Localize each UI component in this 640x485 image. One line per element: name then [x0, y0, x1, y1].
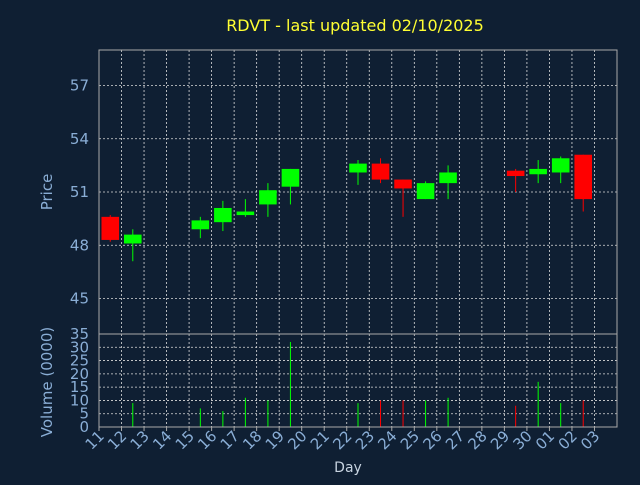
volume-bars — [132, 341, 584, 427]
candle-body — [259, 190, 277, 205]
candle-body — [394, 179, 412, 189]
grid — [99, 50, 617, 427]
price-tick-label: 54 — [70, 130, 89, 148]
x-tick-label: 03 — [577, 427, 603, 453]
candle-body — [506, 170, 525, 177]
price-tick-label: 45 — [70, 290, 89, 308]
volume-tick-label: 10 — [70, 391, 89, 409]
volume-tick-label: 35 — [70, 325, 89, 343]
candle-body — [349, 163, 367, 173]
price-tick-label: 51 — [70, 183, 89, 201]
candle-body — [123, 234, 142, 244]
volume-tick-label: 0 — [79, 418, 89, 436]
axes — [98, 49, 618, 431]
x-axis-label: Day — [334, 460, 362, 476]
volume-plot-frame — [98, 333, 618, 428]
volume-tick-label: 30 — [70, 338, 89, 356]
candle-body — [191, 220, 210, 230]
candle-body — [551, 158, 570, 173]
chart-title: RDVT - last updated 02/10/2025 — [226, 16, 484, 35]
candle-body — [236, 211, 255, 216]
volume-tick-label: 20 — [70, 365, 89, 383]
price-tick-label: 48 — [70, 236, 89, 254]
candle-body — [574, 154, 593, 200]
candle-body — [101, 216, 120, 240]
tick-labels: 4548515457051015202530351112131415161718… — [70, 77, 603, 454]
price-axis-label: Price — [38, 174, 56, 211]
candle-body — [529, 168, 547, 175]
volume-tick-label: 15 — [70, 378, 89, 396]
volume-tick-label: 25 — [70, 352, 89, 370]
candle-body — [416, 183, 435, 200]
volume-axis-label: Volume (0000) — [38, 327, 56, 437]
candles — [101, 154, 593, 262]
candle-body — [439, 172, 457, 184]
price-tick-label: 57 — [70, 77, 89, 95]
candle-body — [371, 163, 390, 180]
candle-body — [214, 207, 232, 223]
volume-tick-label: 5 — [79, 405, 89, 423]
candle-body — [281, 168, 300, 187]
